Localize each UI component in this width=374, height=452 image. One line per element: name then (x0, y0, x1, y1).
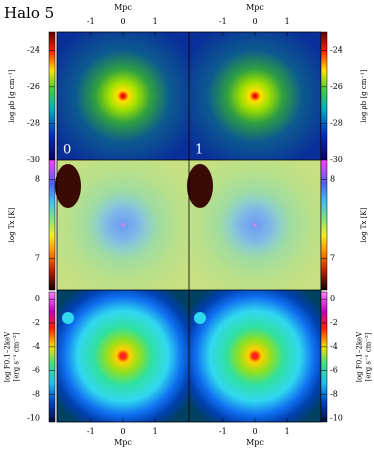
colorbar-tick-label: 7 (35, 253, 40, 262)
colorbar-tick-label: -6 (32, 366, 40, 375)
cold-clump (187, 164, 213, 208)
subhalo (62, 312, 74, 324)
cold-clump (55, 164, 81, 208)
colorbar-tick-label: -4 (330, 342, 338, 351)
colorbar (320, 31, 328, 161)
colorbar-tick-label: -26 (27, 82, 40, 91)
x-tick-label: 1 (285, 427, 290, 436)
colorbar-label: log ρb [g cm⁻¹] (8, 69, 16, 122)
colorbar (48, 31, 56, 161)
colorbar-label: log F0.1–2keV (356, 331, 364, 382)
colorbar-tick-label: -4 (32, 342, 40, 351)
colorbar-tick-label: -30 (330, 155, 343, 164)
panel-label: 0 (63, 143, 71, 158)
colorbar-tick-label: -26 (330, 82, 343, 91)
x-axis-label: Mpc (114, 438, 132, 447)
colorbar-tick-label: -10 (330, 413, 343, 422)
x-axis-label: Mpc (114, 3, 132, 12)
colorbar-tick-label: -8 (330, 390, 338, 399)
x-tick-label: 0 (120, 17, 125, 26)
x-tick-label: -1 (87, 427, 95, 436)
colorbar (320, 291, 328, 423)
colorbar-label: log Tx [K] (360, 207, 368, 242)
x-axis-label: Mpc (246, 438, 264, 447)
density-map (189, 32, 321, 160)
colorbar-tick-label: 8 (35, 175, 40, 184)
colorbar-tick-label: -24 (330, 45, 343, 54)
colorbar-tick-label: -6 (330, 366, 338, 375)
colorbar-tick-label: 0 (35, 294, 40, 303)
xray-map (57, 290, 189, 422)
colorbar-tick-label: 8 (330, 175, 335, 184)
title: Halo 5 (4, 4, 54, 22)
x-tick-label: 1 (285, 17, 290, 26)
x-tick-label: 0 (252, 427, 257, 436)
colorbar-tick-label: -2 (330, 318, 338, 327)
colorbar-label: [erg s⁻¹ cm⁻²] (365, 332, 373, 381)
x-tick-label: 1 (153, 17, 158, 26)
colorbar-label: log ρb [g cm⁻¹] (360, 69, 368, 122)
colorbar-tick-label: -10 (27, 413, 40, 422)
panel-label: 1 (195, 143, 203, 158)
colorbar (320, 159, 328, 291)
x-tick-label: 0 (252, 17, 257, 26)
xray-map (189, 290, 321, 422)
density-map (57, 32, 189, 160)
subhalo (194, 312, 206, 324)
colorbar-tick-label: -28 (330, 118, 343, 127)
x-axis-label: Mpc (246, 3, 264, 12)
colorbar-tick-label: -30 (27, 155, 40, 164)
colorbar (48, 159, 56, 291)
colorbar-label: [erg s⁻¹ cm⁻²] (13, 332, 21, 381)
x-tick-label: 0 (120, 427, 125, 436)
x-tick-label: -1 (219, 17, 227, 26)
colorbar-tick-label: -28 (27, 118, 40, 127)
colorbar-label: log Tx [K] (8, 207, 16, 242)
x-tick-label: 1 (153, 427, 158, 436)
colorbar (48, 291, 56, 423)
colorbar-tick-label: -2 (32, 318, 40, 327)
colorbar-tick-label: 0 (330, 294, 335, 303)
x-tick-label: -1 (87, 17, 95, 26)
colorbar-tick-label: 7 (330, 253, 335, 262)
colorbar-label: log F0.1–2keV (4, 331, 12, 382)
colorbar-tick-label: -8 (32, 390, 40, 399)
x-tick-label: -1 (219, 427, 227, 436)
colorbar-tick-label: -24 (27, 45, 40, 54)
